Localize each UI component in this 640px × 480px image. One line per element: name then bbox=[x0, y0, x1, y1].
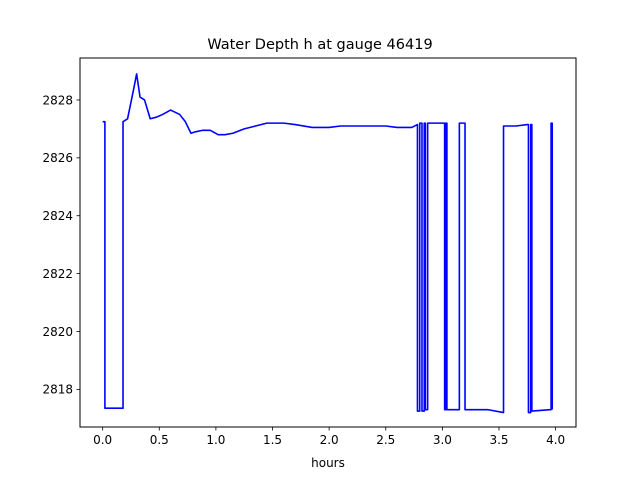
series-line-0 bbox=[102, 73, 554, 414]
x-tick-label: 1.5 bbox=[263, 433, 282, 447]
x-tick-label: 4.0 bbox=[546, 433, 565, 447]
chart-title: Water Depth h at gauge 46419 bbox=[207, 37, 432, 53]
x-tick-label: 0.5 bbox=[150, 433, 169, 447]
x-axis: 0.0 0.5 1.0 1.5 2.0 2.5 3.0 3.5 4.0 bbox=[93, 427, 565, 447]
x-tick-label: 2.5 bbox=[376, 433, 395, 447]
y-axis: 2818 2820 2822 2824 2826 2828 bbox=[42, 93, 80, 397]
y-tick-label: 2828 bbox=[42, 93, 73, 107]
x-tick-label: 0.0 bbox=[93, 433, 112, 447]
x-tick-label: 1.0 bbox=[206, 433, 225, 447]
x-axis-label: hours bbox=[311, 456, 345, 470]
y-tick-label: 2826 bbox=[42, 151, 73, 165]
x-tick-label: 3.0 bbox=[433, 433, 452, 447]
y-tick-label: 2822 bbox=[42, 267, 73, 281]
y-tick-label: 2824 bbox=[42, 209, 73, 223]
y-tick-label: 2820 bbox=[42, 325, 73, 339]
x-tick-label: 2.0 bbox=[320, 433, 339, 447]
plot-area bbox=[102, 73, 554, 414]
x-tick-label: 3.5 bbox=[489, 433, 508, 447]
y-tick-label: 2818 bbox=[42, 383, 73, 397]
axes-frame bbox=[79, 57, 577, 428]
